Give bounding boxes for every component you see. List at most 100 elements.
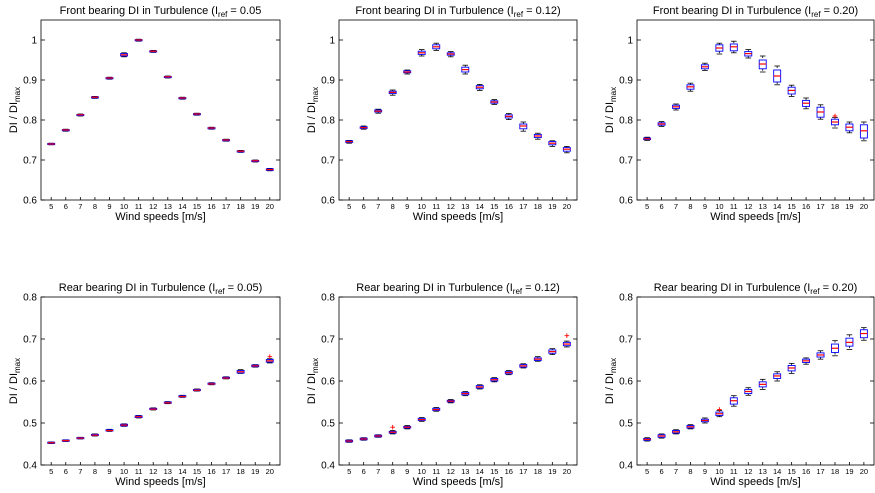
chart-title: Rear bearing DI in Turbulence (Iref = 0.… bbox=[356, 282, 559, 296]
x-tick-label: 14 bbox=[476, 467, 484, 476]
x-tick-label: 5 bbox=[645, 202, 649, 211]
x-tick-label: 10 bbox=[715, 202, 723, 211]
y-tick-label: 1 bbox=[329, 36, 335, 47]
y-axis-label-text: DI / DI bbox=[8, 373, 20, 404]
x-tick-label: 16 bbox=[505, 202, 513, 211]
x-tick-label: 8 bbox=[93, 202, 97, 211]
x-tick-label: 18 bbox=[534, 202, 542, 211]
x-tick-label: 12 bbox=[744, 202, 752, 211]
x-tick-label: 8 bbox=[93, 467, 97, 476]
chart-title-subscript: ref bbox=[218, 10, 228, 19]
x-tick-label: 18 bbox=[831, 467, 839, 476]
plot-area bbox=[40, 296, 281, 466]
x-tick-label: 7 bbox=[674, 202, 678, 211]
y-tick-label: 0.7 bbox=[23, 335, 37, 346]
x-tick-label: 15 bbox=[490, 467, 498, 476]
chart-title-suffix: = 0.12) bbox=[523, 5, 561, 17]
y-axis-label-subscript: max bbox=[609, 358, 618, 373]
chart-title-text: Front bearing DI in Turbulence (I bbox=[60, 5, 218, 17]
x-tick-label: 10 bbox=[418, 202, 426, 211]
chart-title-text: Rear bearing DI in Turbulence (I bbox=[59, 282, 216, 294]
x-tick-label: 12 bbox=[149, 202, 157, 211]
chart-title-subscript: ref bbox=[514, 10, 524, 19]
x-tick-label: 11 bbox=[135, 467, 143, 476]
x-tick-label: 7 bbox=[674, 467, 678, 476]
y-tick-label: 0.6 bbox=[321, 377, 335, 388]
x-tick-label: 10 bbox=[715, 467, 723, 476]
y-axis-label: DI / DImax bbox=[306, 87, 320, 133]
x-tick-label: 7 bbox=[78, 202, 82, 211]
y-tick-label: 0.7 bbox=[321, 335, 335, 346]
x-tick-label: 17 bbox=[816, 467, 824, 476]
y-tick-label: 0.7 bbox=[619, 335, 633, 346]
x-tick-label: 15 bbox=[787, 202, 795, 211]
x-tick-label: 16 bbox=[505, 467, 513, 476]
y-axis-label-subscript: max bbox=[13, 358, 22, 373]
chart-title-subscript: ref bbox=[810, 287, 820, 296]
x-tick-label: 6 bbox=[64, 467, 68, 476]
x-tick-label: 5 bbox=[49, 467, 53, 476]
x-tick-label: 10 bbox=[418, 467, 426, 476]
x-tick-label: 11 bbox=[730, 202, 738, 211]
x-tick-label: 19 bbox=[548, 202, 556, 211]
x-tick-label: 10 bbox=[120, 467, 128, 476]
x-tick-label: 5 bbox=[347, 202, 351, 211]
x-tick-label: 6 bbox=[659, 467, 663, 476]
x-tick-label: 17 bbox=[519, 202, 527, 211]
y-axis-label-text: DI / DI bbox=[306, 102, 318, 133]
chart-title-text: Front bearing DI in Turbulence (I bbox=[653, 5, 811, 17]
x-tick-label: 14 bbox=[773, 467, 781, 476]
chart-title-text: Rear bearing DI in Turbulence (I bbox=[356, 282, 513, 294]
y-axis-label: DI / DImax bbox=[604, 87, 618, 133]
outlier-point bbox=[390, 424, 395, 430]
x-tick-label: 11 bbox=[432, 467, 440, 476]
chart-title-suffix: = 0.20) bbox=[821, 5, 859, 17]
x-tick-label: 13 bbox=[759, 202, 767, 211]
y-tick-label: 0.8 bbox=[321, 116, 335, 127]
x-tick-label: 13 bbox=[164, 202, 172, 211]
x-tick-label: 7 bbox=[376, 467, 380, 476]
x-tick-label: 17 bbox=[519, 467, 527, 476]
x-tick-label: 14 bbox=[476, 202, 484, 211]
x-tick-label: 20 bbox=[860, 202, 868, 211]
y-tick-label: 0.7 bbox=[23, 156, 37, 167]
outlier-point bbox=[717, 407, 722, 412]
y-tick-label: 0.9 bbox=[619, 76, 633, 87]
x-tick-label: 6 bbox=[659, 202, 663, 211]
x-tick-label: 8 bbox=[391, 202, 395, 211]
chart-panel-3: 0.60.70.80.915 6 7 8 9 10 11 12 13 14 15 16 17 18 19 20… bbox=[604, 5, 875, 223]
x-tick-label: 5 bbox=[49, 202, 53, 211]
x-tick-label: 14 bbox=[773, 202, 781, 211]
chart-panel-6: 0.4 0.5 0.6 0.7 0.8 5 6 7 8 9 10 11 12 13 14 15 16 17 18 19… bbox=[604, 282, 875, 488]
x-tick-label: 5 bbox=[347, 467, 351, 476]
plot-area bbox=[40, 19, 281, 201]
y-axis-label-subscript: max bbox=[609, 87, 618, 102]
y-axis-label: DI / DImax bbox=[8, 358, 22, 404]
x-axis-label: Wind speeds [m/s] bbox=[710, 211, 800, 223]
x-axis-label: Wind speeds [m/s] bbox=[115, 211, 205, 223]
x-axis-label: Wind speeds [m/s] bbox=[413, 476, 503, 488]
x-tick-label: 14 bbox=[178, 467, 186, 476]
x-tick-label: 16 bbox=[802, 202, 810, 211]
x-tick-label: 20 bbox=[860, 467, 868, 476]
y-axis-label: DI / DImax bbox=[306, 358, 320, 404]
plot-area bbox=[636, 19, 875, 201]
x-tick-label: 15 bbox=[193, 202, 201, 211]
outlier-point bbox=[564, 333, 570, 338]
chart-title-subscript: ref bbox=[215, 287, 225, 296]
y-tick-label: 0.6 bbox=[23, 377, 37, 388]
x-axis-label: Wind speeds [m/s] bbox=[710, 476, 800, 488]
y-tick-label: 0.8 bbox=[23, 293, 37, 304]
x-tick-label: 18 bbox=[236, 467, 244, 476]
x-tick-label: 12 bbox=[447, 467, 455, 476]
y-axis-label-text: DI / DI bbox=[604, 373, 616, 404]
x-tick-label: 20 bbox=[563, 467, 571, 476]
y-tick-label: 0.4 bbox=[619, 461, 633, 472]
y-axis-label-subscript: max bbox=[311, 358, 320, 373]
x-tick-label: 19 bbox=[548, 467, 556, 476]
chart-title-text: Rear bearing DI in Turbulence (I bbox=[654, 282, 811, 294]
y-tick-label: 0.9 bbox=[321, 76, 335, 87]
x-tick-label: 5 bbox=[645, 467, 649, 476]
x-tick-label: 20 bbox=[563, 202, 571, 211]
